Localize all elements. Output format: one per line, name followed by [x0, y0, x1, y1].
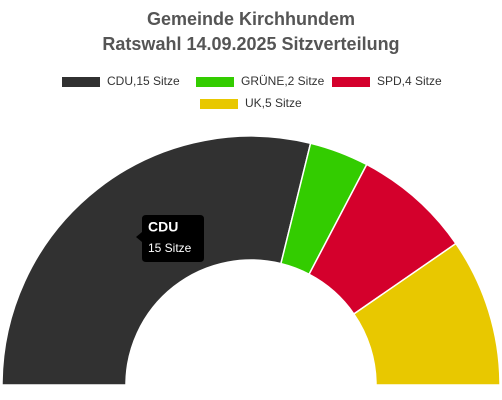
legend: CDU,15 Sitze GRÜNE,2 Sitze SPD,4 Sitze UK,5… [62, 74, 442, 110]
legend-swatch [332, 77, 370, 87]
tooltip: CDU 15 Sitze [136, 215, 204, 262]
chart-subtitle: Ratswahl 14.09.2025 Sitzverteilung [102, 34, 399, 54]
slice[interactable] [352, 242, 501, 386]
legend-label[interactable]: SPD,4 Sitze [377, 74, 442, 88]
legend-swatch [200, 99, 238, 109]
tooltip-title: CDU [148, 219, 178, 235]
tooltip-box [136, 215, 204, 262]
chart-title: Gemeinde Kirchhundem [147, 9, 355, 29]
tooltip-value: 15 Sitze [148, 241, 192, 255]
legend-label[interactable]: CDU,15 Sitze [107, 74, 180, 88]
legend-label[interactable]: GRÜNE,2 Sitze [241, 74, 325, 88]
legend-swatch [196, 77, 234, 87]
legend-label[interactable]: UK,5 Sitze [245, 96, 302, 110]
slices [1, 135, 501, 386]
legend-swatch [62, 77, 100, 87]
